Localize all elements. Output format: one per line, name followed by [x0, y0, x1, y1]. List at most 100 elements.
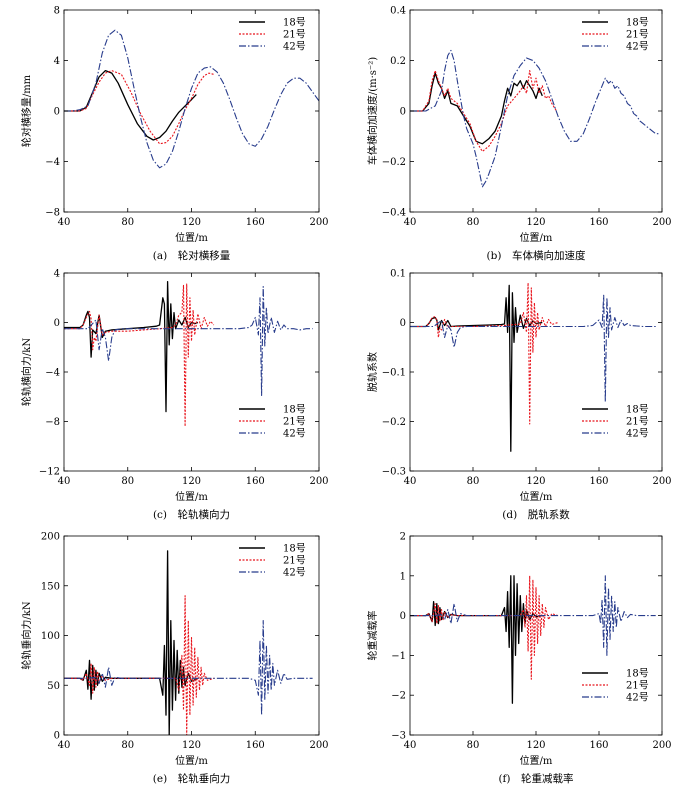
y-tick-label: 200 [41, 532, 60, 543]
panel-caption: (f) 轮重减载率 [498, 772, 573, 785]
panel-caption: (b) 车体横向加速度 [487, 249, 586, 262]
y-tick-label: −0.1 [382, 368, 406, 379]
legend-label: 42号 [283, 567, 306, 579]
legend-label: 21号 [626, 29, 649, 41]
x-tick-label: 200 [309, 476, 328, 487]
y-tick-label: 0 [54, 731, 60, 742]
plot-frame [409, 9, 663, 213]
y-tick-label: 0 [400, 107, 406, 118]
legend-label: 18号 [626, 404, 649, 416]
legend-label: 18号 [283, 543, 306, 555]
y-tick-label: −0.4 [382, 208, 406, 219]
series-line-1 [410, 72, 543, 145]
legend-label: 42号 [283, 41, 306, 53]
y-axis-label: 车体横向加速度/(m·s⁻²) [366, 57, 379, 165]
series-line-1 [64, 281, 199, 413]
x-axis-label: 位置/m [175, 754, 208, 767]
x-tick-label: 200 [309, 740, 328, 751]
y-axis-label: 轮轨横向力/kN [20, 338, 33, 406]
y-tick-label: 4 [54, 56, 60, 67]
x-axis-label: 位置/m [520, 754, 553, 767]
y-tick-label: −1 [391, 651, 406, 662]
y-tick-label: −0.3 [382, 467, 406, 478]
x-tick-label: 200 [309, 217, 328, 228]
x-tick-label: 120 [526, 740, 545, 751]
y-axis-label: 轮轨垂向力/kN [20, 601, 33, 669]
y-tick-label: 8 [54, 6, 60, 17]
y-tick-label: 0 [54, 318, 60, 329]
x-axis-label: 位置/m [520, 231, 553, 244]
y-tick-label: −3 [391, 731, 406, 742]
y-tick-label: −2 [391, 691, 406, 702]
y-tick-label: 0 [400, 318, 406, 329]
y-tick-label: 150 [41, 581, 60, 592]
legend-label: 42号 [626, 428, 649, 440]
y-tick-label: 0.4 [390, 6, 406, 17]
x-tick-label: 80 [467, 740, 480, 751]
y-tick-label: −4 [45, 368, 60, 379]
x-tick-label: 200 [652, 217, 671, 228]
y-tick-label: 100 [41, 631, 60, 642]
x-axis-label: 位置/m [175, 490, 208, 503]
y-tick-label: 2 [400, 532, 406, 543]
legend-label: 21号 [283, 29, 306, 41]
x-tick-label: 80 [121, 476, 134, 487]
y-tick-label: 0.2 [390, 56, 406, 67]
y-tick-label: 50 [47, 681, 60, 692]
series-line-2 [410, 282, 559, 425]
x-tick-label: 40 [58, 740, 71, 751]
panel-caption: (d) 脱轨系数 [502, 508, 570, 521]
legend-label: 42号 [283, 428, 306, 440]
y-tick-label: −8 [45, 208, 60, 219]
legend-label: 18号 [626, 17, 649, 29]
x-tick-label: 160 [246, 476, 265, 487]
y-tick-label: −4 [45, 157, 60, 168]
x-tick-label: 120 [182, 476, 201, 487]
y-axis-label: 脱轨系数 [366, 352, 379, 392]
x-tick-label: 40 [58, 476, 71, 487]
series-line-2 [410, 70, 557, 152]
y-axis-label: 轮对横移量/mm [20, 74, 33, 147]
legend-label: 42号 [626, 41, 649, 53]
panel-caption: (a) 轮对横移量 [153, 249, 231, 262]
x-tick-label: 40 [404, 217, 417, 228]
series-line-2 [64, 283, 215, 427]
y-tick-label: 0.1 [390, 269, 406, 280]
y-tick-label: −0.2 [382, 157, 406, 168]
series-line-1 [410, 284, 543, 452]
legend-label: 21号 [283, 555, 306, 567]
x-tick-label: 40 [404, 476, 417, 487]
chart-panel-2: 40 80 120 160 200 −0.4 −0.2 0 0.2 0.4 位置/m 车体横向加速度/… [366, 6, 672, 263]
y-axis-label: 轮重减载率 [366, 611, 379, 661]
y-tick-label: −8 [45, 417, 60, 428]
y-tick-label: 4 [54, 269, 60, 280]
x-axis-label: 位置/m [520, 490, 553, 503]
series-line-1 [64, 550, 199, 735]
plot-frame [409, 535, 663, 736]
legend-label: 42号 [626, 692, 649, 704]
chart-panel-6: 40 80 120 160 200 −3 −2 −1 0 1 2 位置/m 轮重减载率 (f) 轮重减载率… [366, 532, 672, 786]
y-tick-label: 0 [400, 611, 406, 622]
plot-frame [63, 272, 320, 472]
x-tick-label: 40 [404, 740, 417, 751]
panel-caption: (e) 轮轨垂向力 [153, 772, 230, 785]
y-tick-label: 1 [400, 571, 406, 582]
y-tick-label: −12 [39, 467, 60, 478]
series-line-2 [410, 575, 559, 680]
series-line-3 [410, 49, 659, 188]
x-axis-label: 位置/m [175, 231, 208, 244]
series-line-1 [410, 575, 543, 704]
series-line-1 [64, 69, 197, 141]
x-tick-label: 120 [182, 217, 201, 228]
chart-panel-1: 40 80 120 160 200 −8 −4 0 4 8 位置/m 轮对横移量/mm (a) 轮对横移… [20, 6, 329, 263]
y-tick-label: 0 [54, 107, 60, 118]
x-tick-label: 160 [589, 217, 608, 228]
x-tick-label: 80 [121, 740, 134, 751]
x-tick-label: 120 [526, 476, 545, 487]
legend-label: 18号 [283, 17, 306, 29]
series-line-3 [64, 620, 313, 716]
plot-frame [409, 272, 663, 472]
x-tick-label: 160 [589, 476, 608, 487]
series-line-3 [410, 575, 656, 656]
